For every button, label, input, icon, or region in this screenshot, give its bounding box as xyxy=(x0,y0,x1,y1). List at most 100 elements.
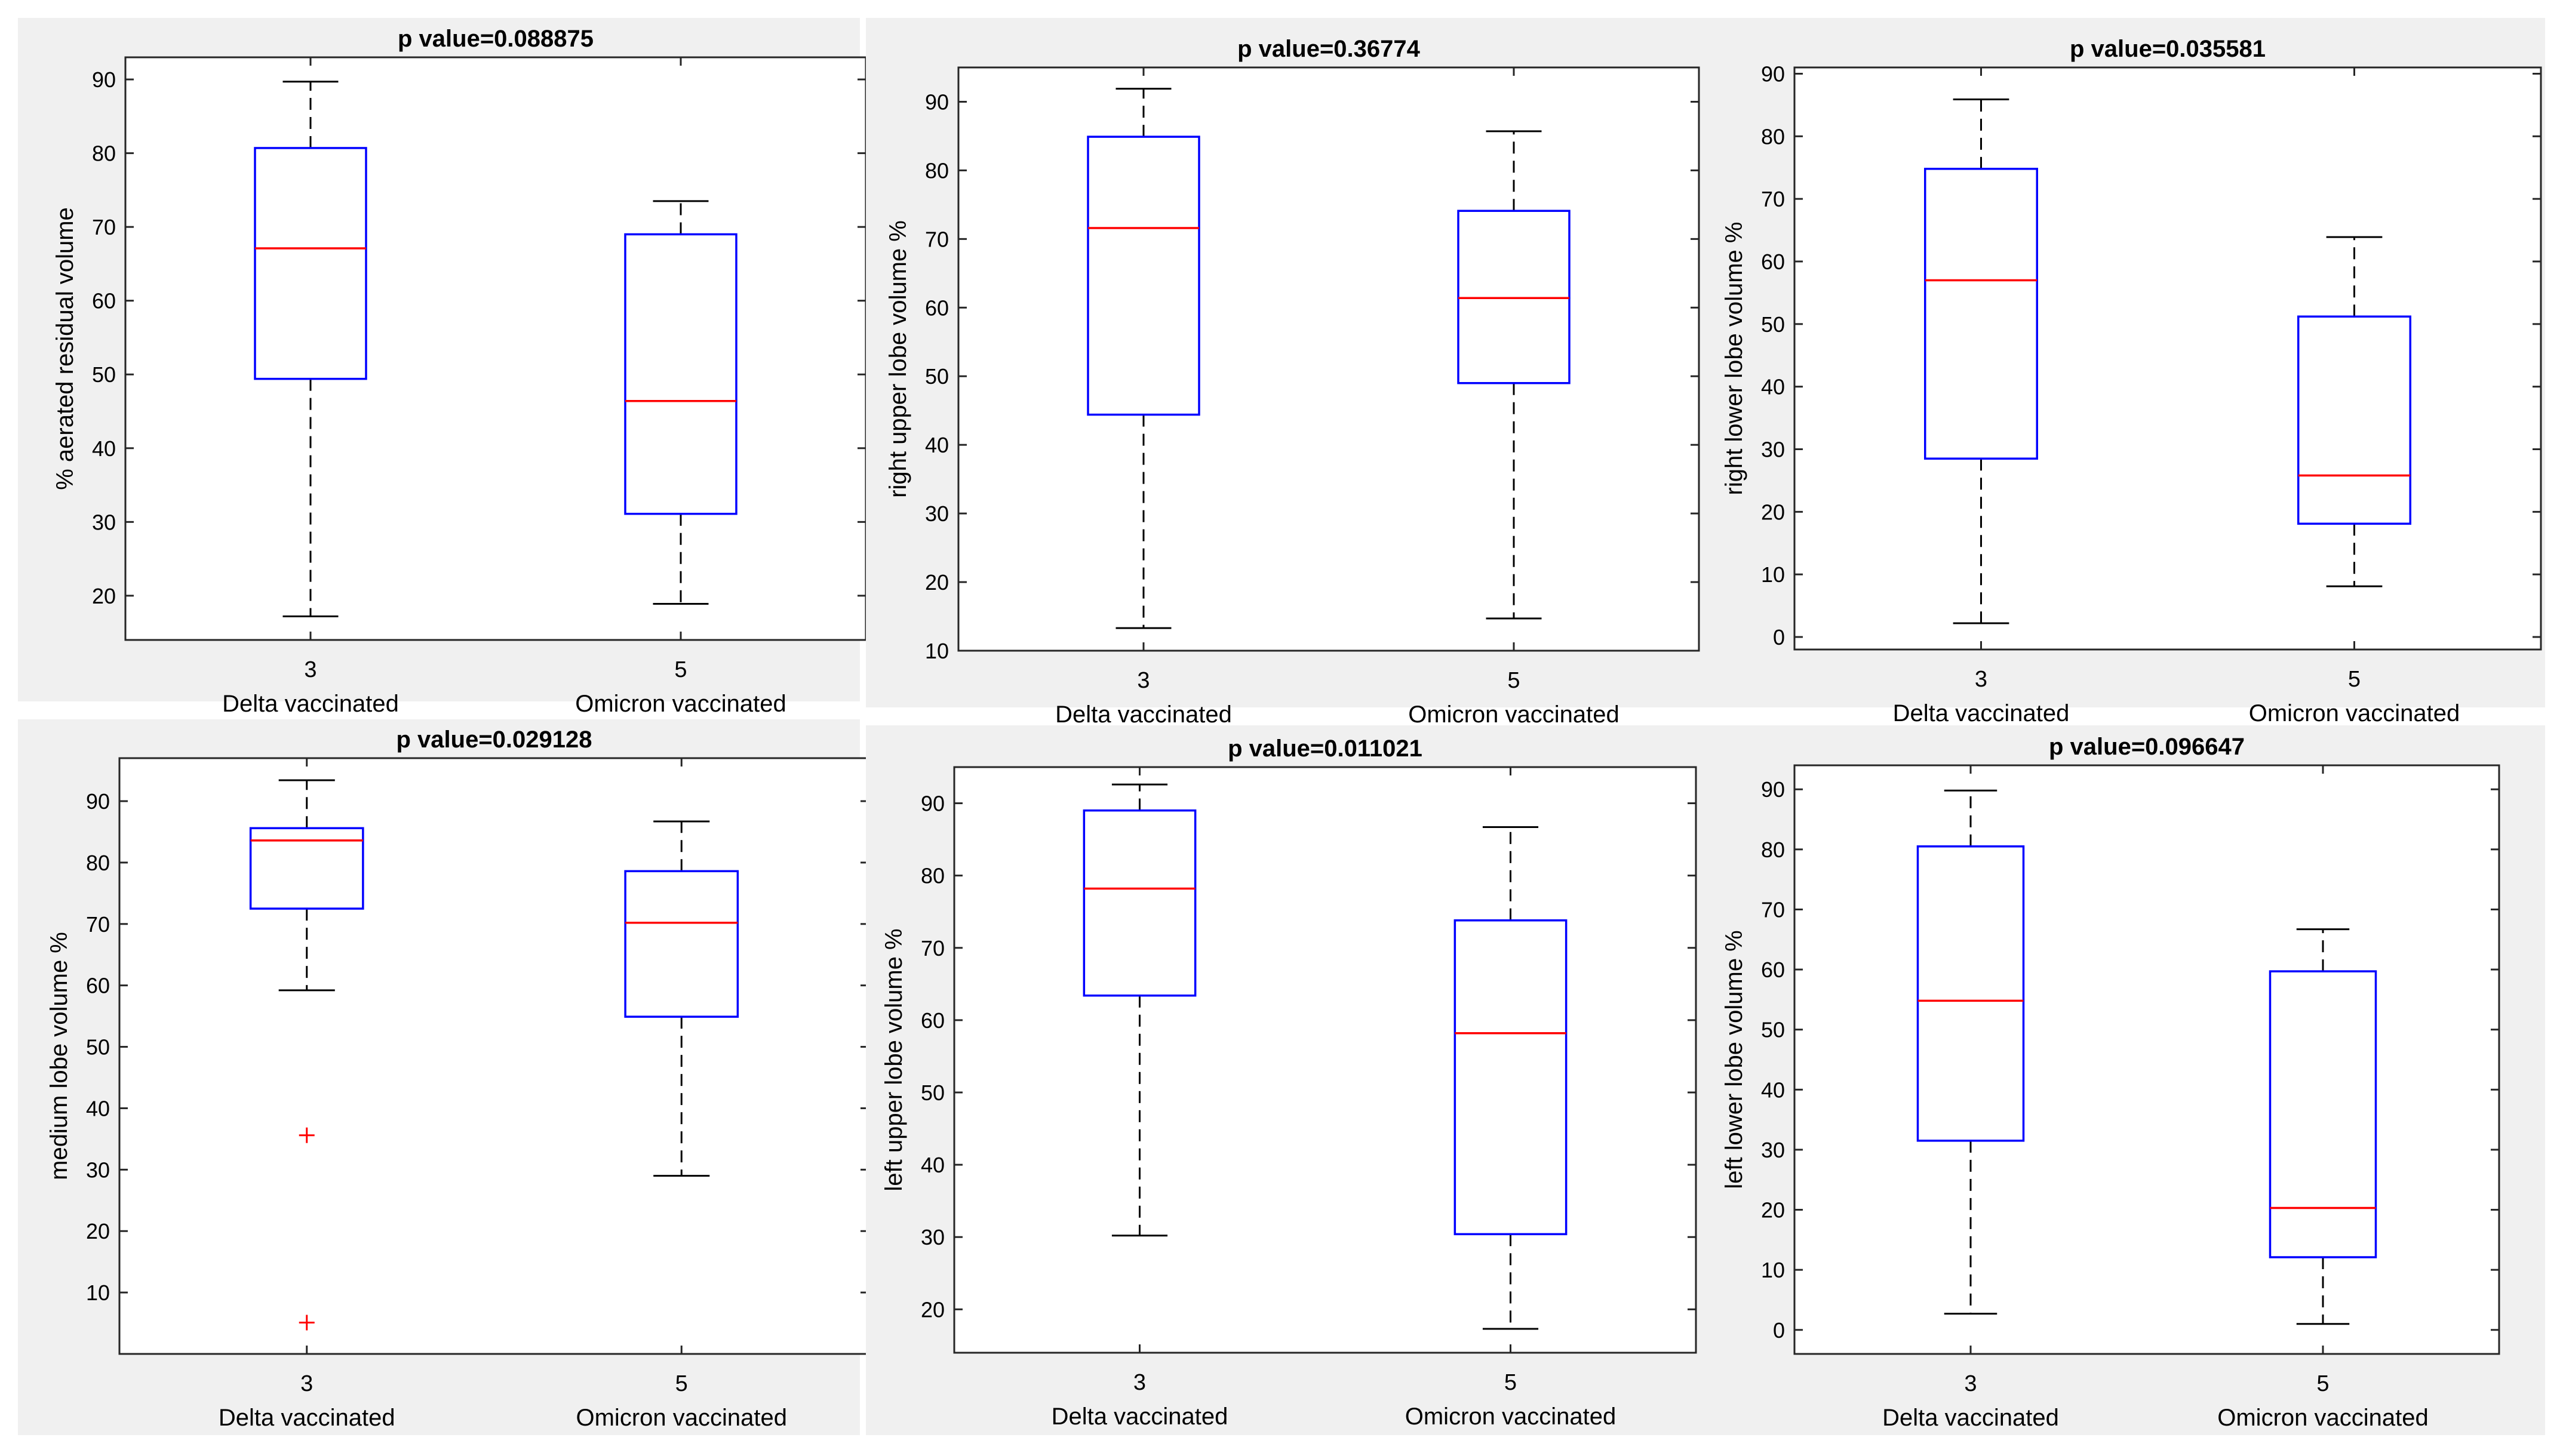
y-tick-label: 60 xyxy=(86,974,110,998)
x-tick-label: 5 xyxy=(1504,1370,1517,1395)
x-category-label: Delta vaccinated xyxy=(1055,701,1232,728)
y-tick-label: 60 xyxy=(921,1008,945,1033)
x-category-label: Delta vaccinated xyxy=(1882,1405,2059,1431)
chart-title: p value=0.029128 xyxy=(396,727,592,753)
x-category-label: Omicron vaccinated xyxy=(575,691,786,717)
y-tick-label: 90 xyxy=(1761,777,1785,802)
iqr-box xyxy=(1924,168,2038,460)
y-tick-label: 90 xyxy=(925,90,949,114)
y-tick-label: 30 xyxy=(86,1158,110,1182)
x-tick-label: 3 xyxy=(304,657,316,682)
y-tick-label: 50 xyxy=(925,364,949,389)
plot-area xyxy=(124,56,867,641)
y-tick-label: 20 xyxy=(1761,500,1785,524)
y-tick-label: 20 xyxy=(92,584,116,608)
y-axis-label: medium lobe volume % xyxy=(46,932,72,1180)
y-tick-label: 20 xyxy=(1761,1198,1785,1223)
y-tick-label: 60 xyxy=(92,289,116,313)
y-axis-label: left upper lobe volume % xyxy=(881,928,907,1191)
y-tick-label: 30 xyxy=(1761,1138,1785,1162)
x-category-label: Omicron vaccinated xyxy=(1408,701,1619,728)
chart-title: p value=0.088875 xyxy=(398,26,594,52)
y-tick-label: 90 xyxy=(92,67,116,92)
y-tick-label: 50 xyxy=(86,1035,110,1060)
x-tick-label: 3 xyxy=(1137,668,1150,693)
y-tick-label: 30 xyxy=(1761,438,1785,462)
x-tick-label: 5 xyxy=(674,657,687,682)
y-tick-label: 70 xyxy=(92,215,116,239)
y-tick-label: 40 xyxy=(1761,375,1785,399)
y-tick-label: 60 xyxy=(1761,250,1785,274)
y-tick-label: 70 xyxy=(1761,897,1785,922)
y-tick-label: 80 xyxy=(92,141,116,166)
x-category-label: Omicron vaccinated xyxy=(576,1405,787,1431)
y-tick-label: 70 xyxy=(1761,187,1785,211)
plot-area xyxy=(953,766,1697,1354)
x-tick-label: 3 xyxy=(1975,667,1987,692)
y-tick-label: 10 xyxy=(1761,1258,1785,1282)
y-tick-label: 10 xyxy=(925,639,949,663)
y-tick-label: 80 xyxy=(921,864,945,888)
y-tick-label: 50 xyxy=(92,362,116,387)
x-category-label: Delta vaccinated xyxy=(1052,1403,1228,1430)
plot-area xyxy=(118,757,870,1355)
y-tick-label: 50 xyxy=(921,1081,945,1105)
iqr-box xyxy=(1087,136,1200,416)
x-tick-label: 5 xyxy=(675,1371,688,1396)
plot-area xyxy=(957,66,1700,652)
y-tick-label: 30 xyxy=(921,1225,945,1249)
chart-title: p value=0.011021 xyxy=(1228,735,1422,762)
y-tick-label: 20 xyxy=(86,1219,110,1243)
x-tick-label: 5 xyxy=(2348,667,2361,692)
iqr-box xyxy=(254,147,367,380)
y-axis-label: left lower lobe volume % xyxy=(1721,930,1747,1189)
y-tick-label: 10 xyxy=(86,1280,110,1305)
y-tick-label: 70 xyxy=(925,227,949,251)
x-category-label: Delta vaccinated xyxy=(219,1405,395,1431)
y-tick-label: 0 xyxy=(1773,1318,1785,1343)
chart-title: p value=0.36774 xyxy=(1237,36,1421,62)
y-tick-label: 50 xyxy=(1761,312,1785,337)
x-tick-label: 3 xyxy=(1964,1371,1977,1396)
y-tick-label: 90 xyxy=(86,789,110,814)
iqr-box xyxy=(1916,845,2025,1142)
y-tick-label: 20 xyxy=(925,570,949,595)
y-tick-label: 30 xyxy=(92,510,116,534)
y-tick-label: 80 xyxy=(1761,124,1785,149)
y-axis-label: right upper lobe volume % xyxy=(885,220,911,498)
y-tick-label: 80 xyxy=(1761,838,1785,862)
y-tick-label: 60 xyxy=(925,295,949,320)
x-category-label: Omicron vaccinated xyxy=(2249,700,2460,727)
plot-area xyxy=(1793,66,2542,651)
plot-area xyxy=(1793,764,2500,1355)
x-tick-label: 5 xyxy=(1507,668,1520,693)
y-tick-label: 0 xyxy=(1773,625,1785,649)
iqr-box xyxy=(624,870,739,1018)
iqr-box xyxy=(249,827,364,910)
y-tick-label: 70 xyxy=(921,936,945,961)
y-tick-label: 40 xyxy=(921,1153,945,1177)
y-tick-label: 80 xyxy=(925,158,949,183)
y-tick-label: 50 xyxy=(1761,1018,1785,1042)
y-tick-label: 30 xyxy=(925,501,949,526)
y-tick-label: 80 xyxy=(86,851,110,875)
y-tick-label: 40 xyxy=(925,433,949,457)
chart-title: p value=0.035581 xyxy=(2070,36,2266,62)
y-tick-label: 60 xyxy=(1761,958,1785,982)
y-tick-label: 10 xyxy=(1761,562,1785,587)
y-axis-label: right lower lobe volume % xyxy=(1721,222,1747,495)
y-tick-label: 20 xyxy=(921,1297,945,1322)
y-axis-label: % aerated residual volume xyxy=(52,207,78,490)
x-category-label: Delta vaccinated xyxy=(1893,700,2070,727)
x-tick-label: 5 xyxy=(2316,1371,2329,1396)
y-tick-label: 40 xyxy=(1761,1078,1785,1102)
iqr-box xyxy=(2269,970,2377,1258)
x-tick-label: 3 xyxy=(300,1371,313,1396)
iqr-box xyxy=(1453,919,1568,1236)
y-tick-label: 40 xyxy=(92,436,116,461)
chart-title: p value=0.096647 xyxy=(2049,734,2245,760)
x-category-label: Delta vaccinated xyxy=(222,691,399,717)
iqr-box xyxy=(2297,315,2411,525)
